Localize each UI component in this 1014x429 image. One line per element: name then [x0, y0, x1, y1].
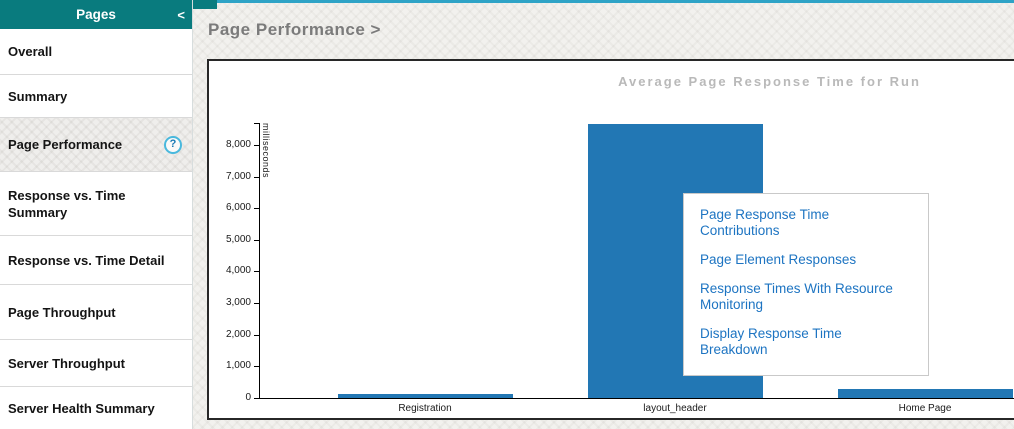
popup-menu-item-3[interactable]: Response Times With Resource Monitoring: [700, 281, 893, 312]
sidebar-item-page-performance[interactable]: Page Performance?: [0, 118, 192, 172]
sidebar-item-label: Page Performance: [8, 137, 123, 152]
x-axis-category-label: Registration: [398, 403, 452, 414]
y-tick-label: 3,000: [225, 297, 251, 308]
header-accent-stub: [193, 0, 217, 9]
sidebar-title: Pages: [76, 7, 116, 22]
x-axis-category-label: Home Page: [898, 403, 952, 414]
y-tick-mark: [254, 145, 259, 146]
sidebar-item-overall[interactable]: Overall: [0, 29, 192, 75]
main-content: Page Performance > Average Page Response…: [193, 0, 1014, 429]
y-axis-title: milliseconds: [261, 123, 271, 179]
y-tick-label: 6,000: [225, 202, 251, 213]
y-tick-label: 1,000: [225, 360, 251, 371]
x-axis-line: [259, 398, 1014, 399]
sidebar-item-response-vs-time-detail[interactable]: Response vs. Time Detail: [0, 236, 192, 285]
y-tick-label: 5,000: [225, 234, 251, 245]
sidebar-item-label: Response vs. Time Summary: [8, 187, 126, 220]
chart-title: Average Page Response Time for Run: [618, 74, 921, 89]
sidebar-nav: Overall Summary Page Performance? Response …: [0, 29, 192, 429]
sidebar-item-label: Overall: [8, 44, 53, 59]
y-tick-label: 7,000: [225, 171, 251, 182]
sidebar-item-page-throughput[interactable]: Page Throughput: [0, 285, 192, 340]
y-tick-mark: [254, 398, 259, 399]
help-icon[interactable]: ?: [164, 135, 182, 154]
y-tick-label: 8,000: [225, 139, 251, 150]
sidebar-item-response-vs-time-summary[interactable]: Response vs. Time Summary: [0, 172, 192, 236]
x-axis-category-label: layout_header: [643, 403, 707, 414]
y-tick-label: 4,000: [225, 265, 251, 276]
y-tick-mark: [254, 208, 259, 209]
y-tick-label: 0: [245, 392, 251, 403]
sidebar-item-label: Response vs. Time Detail: [8, 252, 165, 268]
drilldown-popup-menu: Page Response Time Contributions Page Ele…: [683, 193, 929, 376]
sidebar-header: Pages <: [0, 0, 192, 29]
sidebar-item-label: Server Health Summary: [8, 400, 155, 416]
bar-home-page: [837, 389, 1013, 398]
y-tick-mark: [254, 335, 259, 336]
sidebar-item-label: Summary: [8, 88, 68, 104]
sidebar-item-server-health-summary[interactable]: Server Health Summary: [0, 387, 192, 429]
sidebar-item-summary[interactable]: Summary: [0, 75, 192, 118]
y-tick-mark: [254, 366, 259, 367]
axis-cap-tick: [254, 123, 259, 124]
y-tick-label: 2,000: [225, 329, 251, 340]
y-tick-mark: [254, 240, 259, 241]
y-axis-line: [259, 123, 260, 399]
y-tick-mark: [254, 177, 259, 178]
bar-registration: [337, 394, 513, 398]
popup-menu-item-4[interactable]: Display Response Time Breakdown: [700, 326, 842, 357]
sidebar-item-label: Server Throughput: [8, 355, 126, 371]
page-title[interactable]: Page Performance >: [208, 20, 381, 39]
popup-menu-item-1[interactable]: Page Response Time Contributions: [700, 207, 830, 238]
collapse-sidebar-icon[interactable]: <: [177, 7, 185, 22]
y-tick-mark: [254, 271, 259, 272]
sidebar-item-label: Page Throughput: [8, 304, 116, 320]
sidebar-item-server-throughput[interactable]: Server Throughput: [0, 340, 192, 387]
popup-menu-item-2[interactable]: Page Element Responses: [700, 252, 857, 267]
pages-sidebar: Pages < Overall Summary Page Performance? R…: [0, 0, 193, 429]
y-tick-mark: [254, 303, 259, 304]
